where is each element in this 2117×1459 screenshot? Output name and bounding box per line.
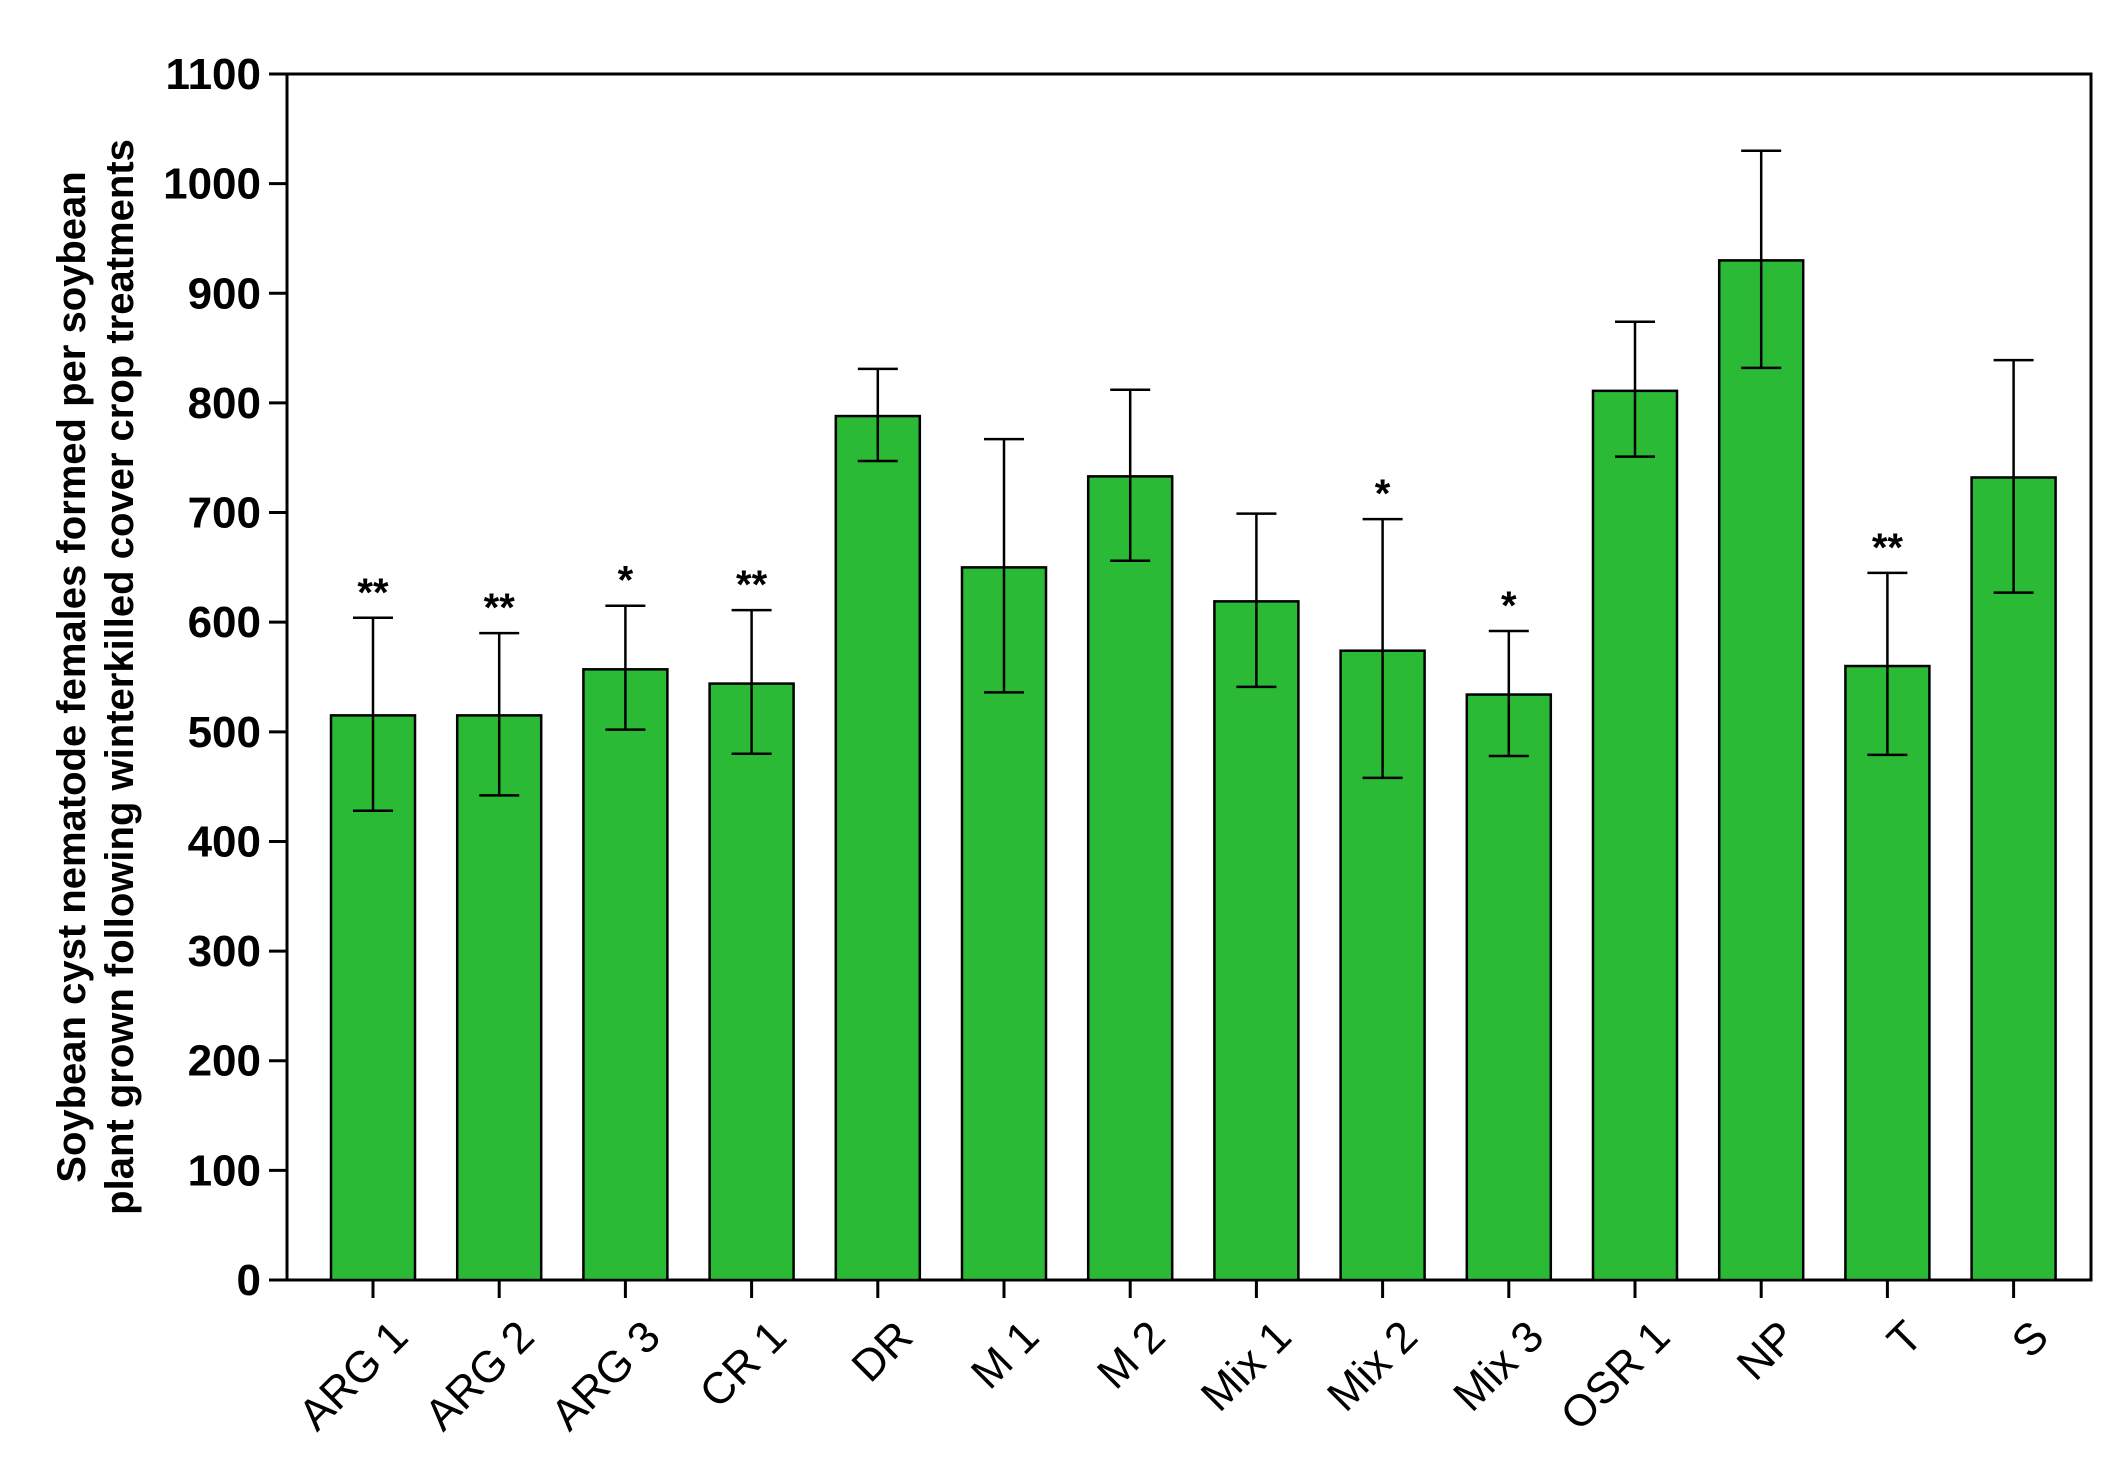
y-axis-title-line: plant grown following winterkilled cover… bbox=[98, 139, 142, 1215]
bar bbox=[1591, 389, 1679, 1282]
x-tick-label: CR 1 bbox=[690, 1312, 796, 1418]
x-tick-label: M 2 bbox=[1088, 1312, 1175, 1399]
bar bbox=[834, 414, 922, 1282]
significance-label: * bbox=[1501, 584, 1517, 628]
bar bbox=[1717, 259, 1805, 1282]
y-tick-label: 500 bbox=[188, 708, 261, 757]
bar bbox=[1086, 475, 1174, 1282]
y-tick-label: 1100 bbox=[166, 50, 261, 99]
significance-label: * bbox=[618, 559, 634, 603]
bar bbox=[1970, 476, 2057, 1282]
significance-label: ** bbox=[1872, 526, 1904, 570]
y-tick-label: 400 bbox=[188, 817, 261, 866]
significance-label: ** bbox=[357, 571, 389, 615]
x-tick-label: Mix 1 bbox=[1192, 1312, 1301, 1421]
significance-label: ** bbox=[484, 586, 516, 630]
x-tick-label: OSR 1 bbox=[1551, 1312, 1679, 1440]
y-tick-label: 700 bbox=[188, 489, 261, 538]
x-tick-label: Mix 3 bbox=[1444, 1312, 1553, 1421]
x-tick-label: DR bbox=[843, 1312, 923, 1392]
significance-label: * bbox=[1375, 472, 1391, 516]
x-tick-label: S bbox=[2003, 1312, 2058, 1367]
y-tick-label: 900 bbox=[188, 269, 261, 318]
plot-border bbox=[285, 72, 2093, 1282]
bar bbox=[455, 714, 543, 1282]
y-tick-label: 200 bbox=[188, 1037, 261, 1086]
bars bbox=[329, 259, 2057, 1282]
significance-markers: ** *** ****** bbox=[357, 472, 1903, 630]
y-axis-title: Soybean cyst nematode females formed per… bbox=[50, 139, 142, 1215]
x-tick-label: ARG 1 bbox=[289, 1312, 417, 1440]
bar bbox=[708, 682, 795, 1282]
y-tick-label: 800 bbox=[188, 379, 261, 428]
x-tick-label: NP bbox=[1728, 1312, 1806, 1390]
x-tick-label: ARG 3 bbox=[542, 1312, 670, 1440]
plot-frame bbox=[285, 72, 2093, 1282]
bar bbox=[1844, 664, 1931, 1282]
y-axis-ticks: 0 100 200 300 400 500 600 700 800 900 1000 1100 bbox=[163, 50, 287, 1305]
y-axis-title-line: Soybean cyst nematode females formed per… bbox=[50, 171, 94, 1182]
y-tick-label: 0 bbox=[237, 1256, 261, 1305]
bar bbox=[1465, 693, 1553, 1282]
x-tick-label: M 1 bbox=[962, 1312, 1049, 1399]
y-tick-label: 600 bbox=[188, 598, 261, 647]
y-tick-label: 300 bbox=[188, 927, 261, 976]
y-tick-label: 1000 bbox=[163, 160, 261, 209]
significance-label: ** bbox=[736, 563, 768, 607]
error-bars bbox=[353, 149, 2034, 813]
x-tick-label: T bbox=[1878, 1312, 1932, 1366]
bar bbox=[1213, 600, 1300, 1282]
y-tick-label: 100 bbox=[188, 1146, 261, 1195]
x-tick-label: Mix 2 bbox=[1318, 1312, 1427, 1421]
bar bbox=[582, 668, 669, 1282]
x-tick-label: ARG 2 bbox=[416, 1312, 544, 1440]
